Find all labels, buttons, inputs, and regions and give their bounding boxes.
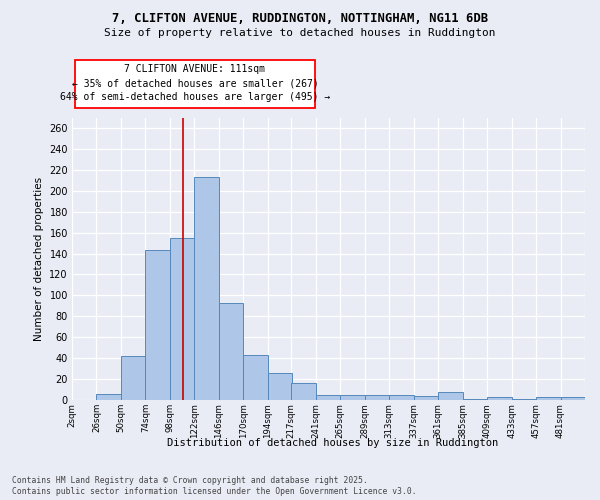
Bar [413, 396, 438, 400]
Bar [560, 397, 585, 400]
Bar [316, 395, 340, 400]
Bar [463, 399, 487, 400]
Bar [536, 397, 560, 400]
Bar [268, 373, 292, 400]
Text: 7 CLIFTON AVENUE: 111sqm: 7 CLIFTON AVENUE: 111sqm [125, 64, 265, 74]
Bar [365, 395, 389, 400]
Bar [512, 399, 536, 400]
Text: Contains HM Land Registry data © Crown copyright and database right 2025.: Contains HM Land Registry data © Crown c… [12, 476, 368, 485]
Bar [487, 397, 512, 400]
Y-axis label: Number of detached properties: Number of detached properties [34, 176, 44, 341]
Bar [194, 177, 219, 400]
Bar [340, 395, 365, 400]
Bar [438, 392, 463, 400]
Bar [97, 394, 121, 400]
Bar [291, 384, 316, 400]
Text: 7, CLIFTON AVENUE, RUDDINGTON, NOTTINGHAM, NG11 6DB: 7, CLIFTON AVENUE, RUDDINGTON, NOTTINGHA… [112, 12, 488, 26]
Bar [121, 356, 145, 400]
Bar [170, 238, 194, 400]
Text: Size of property relative to detached houses in Ruddington: Size of property relative to detached ho… [104, 28, 496, 38]
Bar [389, 395, 413, 400]
Text: ← 35% of detached houses are smaller (267): ← 35% of detached houses are smaller (26… [71, 78, 319, 88]
Text: 64% of semi-detached houses are larger (495) →: 64% of semi-detached houses are larger (… [60, 92, 330, 102]
Text: Contains public sector information licensed under the Open Government Licence v3: Contains public sector information licen… [12, 488, 416, 496]
Bar [145, 250, 170, 400]
Text: Distribution of detached houses by size in Ruddington: Distribution of detached houses by size … [167, 438, 499, 448]
Bar [219, 302, 244, 400]
Bar [244, 355, 268, 400]
